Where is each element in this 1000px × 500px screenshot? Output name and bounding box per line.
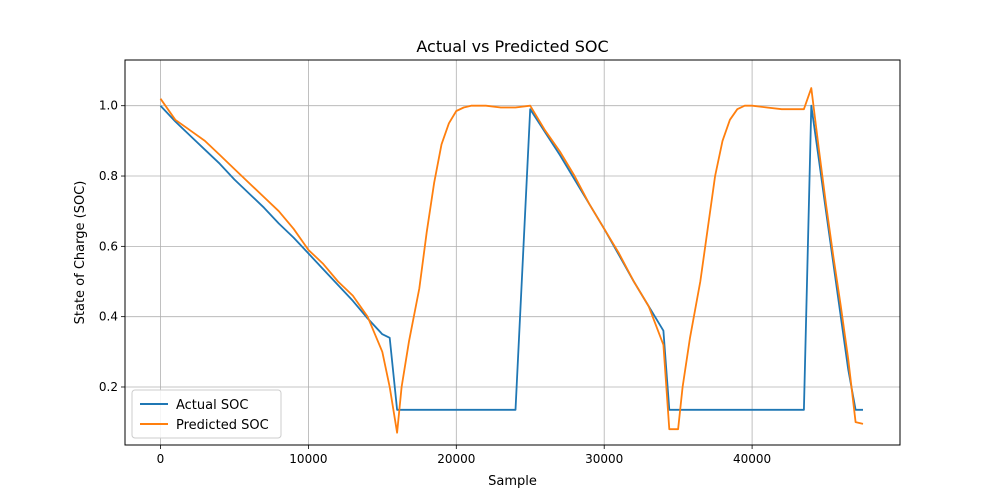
x-axis-label: Sample [488,474,537,489]
y-tick-label: 0.8 [99,169,118,183]
legend: Actual SOC Predicted SOC [131,389,282,439]
axis-ticks: 0 10000 20000 30000 40000 0.2 0.4 0.6 0.8 1.0 [99,99,771,466]
x-tick-label: 40000 [733,452,771,466]
plot-frame [124,59,901,446]
y-tick-label: 0.6 [99,239,118,253]
y-tick-label: 0.2 [99,380,118,394]
series-line-actual-soc [159,104,863,411]
x-tick-label: 30000 [585,452,623,466]
legend-label-actual-soc: Actual SOC [176,398,248,413]
legend-label-predicted-soc: Predicted SOC [176,418,269,433]
legend-box [131,389,282,439]
x-tick-label: 0 [157,452,165,466]
plot-area [125,60,900,445]
y-tick-label: 1.0 [99,99,118,113]
series-line-predicted-soc [159,87,864,434]
y-tick-label: 0.4 [99,310,118,324]
chart-title: Actual vs Predicted SOC [416,37,608,56]
grid [125,60,900,445]
x-tick-label: 10000 [289,452,327,466]
y-axis-label: State of Charge (SOC) [73,181,88,325]
x-tick-label: 20000 [437,452,475,466]
series-layer [159,87,864,434]
